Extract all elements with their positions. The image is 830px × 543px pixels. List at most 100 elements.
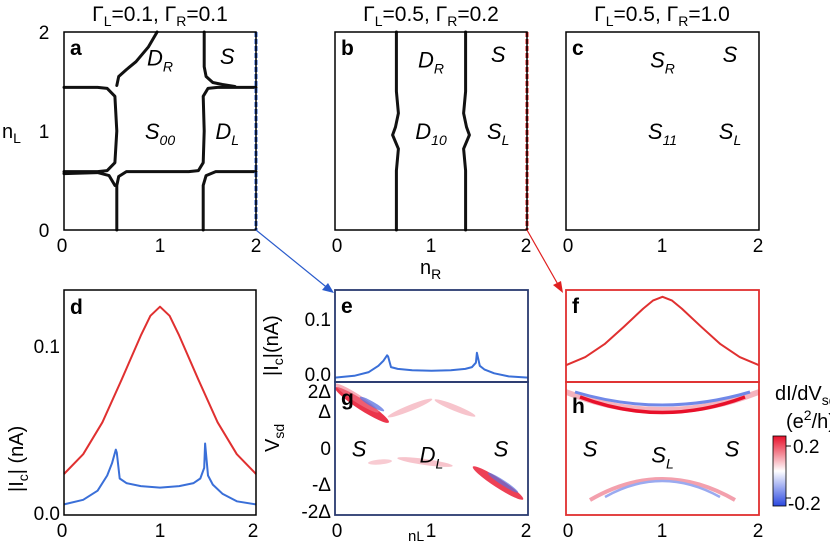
- panel-g-heatmap: [335, 383, 524, 500]
- panel-c-title: ΓL=0.5, ΓR=1.0: [594, 3, 730, 29]
- panel-c-label: c: [572, 37, 584, 60]
- panel-d: d 0 1 2 0.0 0.1 |Ic| (nA): [6, 289, 259, 542]
- connector-arrows: [255, 229, 563, 293]
- panel-a-xtick-1: 1: [155, 236, 166, 257]
- panel-h-xtick-0: 0: [563, 521, 574, 542]
- panel-a-region-label-2: S00: [145, 119, 175, 148]
- panel-e-ytick-0: 0.0: [305, 365, 331, 386]
- heat-arc-bottom-pink: [588, 477, 736, 502]
- panel-a-boundary-3: [115, 30, 159, 87]
- heat-faint-top-right: [434, 399, 476, 417]
- panel-a-ytick-1: 1: [39, 122, 50, 143]
- panel-d-xtick-0: 0: [57, 521, 68, 542]
- panel-d-ylabel: |Ic| (nA): [6, 426, 31, 492]
- panel-g-xlabel: nL: [408, 528, 424, 543]
- heat-faint-top-mid: [387, 398, 433, 418]
- panel-a-frame: [63, 31, 257, 231]
- colorbar-tick-label-top: 0.2: [793, 437, 819, 458]
- panel-g-ytick-2: 0: [320, 439, 331, 460]
- panel-a-boundary-2: [62, 171, 117, 187]
- panel-g-xtick-1: 1: [426, 521, 437, 542]
- panel-g-ytick-4: -2Δ: [301, 502, 331, 523]
- panel-d-series-blue-line: [63, 442, 257, 506]
- panel-c-region-label-2: S11: [648, 119, 677, 148]
- panel-a-boundaries: [62, 30, 258, 232]
- heat-red-bottom-right: [472, 466, 524, 500]
- panel-h-heatmap: [566, 389, 759, 502]
- panel-g-region-label-1: DL: [420, 443, 444, 472]
- panel-c-region-label-0: SR: [650, 48, 675, 77]
- panel-f-label: f: [572, 295, 580, 318]
- panel-g-ytick-1: Δ: [318, 402, 331, 423]
- panel-g-region-label-0: S: [352, 437, 367, 462]
- panel-g-ylabel: Vsd: [262, 424, 287, 452]
- panel-d-ytick-1: 0.1: [34, 337, 60, 358]
- panel-d-ytick-0: 0.0: [34, 504, 60, 525]
- panel-h-label: h: [572, 395, 585, 418]
- panel-e-series: [334, 351, 529, 379]
- panel-d-xtick-2: 2: [248, 521, 259, 542]
- panel-g-region-label-2: S: [494, 437, 509, 462]
- panel-f-series: [565, 295, 760, 367]
- panel-b-label: b: [341, 37, 354, 60]
- panel-g-ytick-0: 2Δ: [308, 382, 332, 403]
- panel-a-xtick-0: 0: [57, 236, 68, 257]
- panel-e-ylabel: |Ic|(nA): [261, 315, 286, 376]
- panel-a-ytick-2: 2: [39, 23, 50, 44]
- panel-d-series-red-line: [63, 305, 257, 475]
- panel-b-xtick-1: 1: [426, 236, 437, 257]
- panel-c-region-label-1: S: [723, 42, 738, 67]
- blue-arrow-line: [255, 229, 331, 291]
- panel-g-label: g: [341, 387, 354, 410]
- panel-c-xtick-0: 0: [563, 236, 574, 257]
- panel-b-boundary-0: [391, 30, 400, 232]
- panel-a-boundary-4: [202, 30, 237, 88]
- colorbar-title: dI/dVsd: [775, 383, 830, 408]
- heat-faint-bottom-mid: [397, 457, 453, 467]
- panel-h: h S SL S 0 1 2: [563, 381, 763, 542]
- panel-h-xtick-1: 1: [657, 521, 668, 542]
- panel-d-xtick-1: 1: [155, 521, 166, 542]
- panel-g-xtick-0: 0: [332, 521, 343, 542]
- colorbar-tick-label-bottom: -0.2: [788, 494, 821, 515]
- panel-d-label: d: [70, 296, 83, 319]
- panel-d-series: [63, 305, 257, 506]
- panel-c-xtick-2: 2: [753, 236, 764, 257]
- panel-a: ΓL=0.1, ΓR=0.1 a DR S S00 DL 0 1 2 0 1 2 nL: [2, 3, 261, 257]
- panel-c-frame: [565, 31, 760, 231]
- heat-arc-top-red: [579, 395, 746, 415]
- heat-red-top-left: [335, 383, 389, 423]
- panel-g-region-labels: S DL S: [352, 437, 509, 472]
- panel-e-ytick-1: 0.1: [305, 310, 331, 331]
- panel-c: ΓL=0.5, ΓR=1.0 c SR S S11 SL 0 1 2: [563, 3, 764, 257]
- panel-b-region-label-3: SL: [487, 119, 509, 148]
- colorbar-gradient: [772, 435, 787, 507]
- panel-b-xtick-2: 2: [521, 236, 532, 257]
- red-arrowhead: [553, 281, 563, 293]
- panel-a-boundary-0: [62, 85, 119, 174]
- panel-a-region-label-0: DR: [147, 46, 173, 75]
- blue-arrowhead: [322, 283, 334, 293]
- panel-a-region-label-1: S: [220, 44, 235, 69]
- panel-b-frame: [334, 31, 528, 231]
- panel-e-frame: [334, 289, 529, 383]
- panel-g-xtick-2: 2: [521, 521, 532, 542]
- panel-b-xtick-0: 0: [332, 236, 343, 257]
- panel-g-ytick-3: -Δ: [312, 475, 331, 496]
- panel-b-region-label-2: D10: [415, 119, 447, 148]
- panel-h-region-label-2: S: [725, 437, 740, 462]
- panel-a-ytick-0: 0: [39, 221, 50, 242]
- red-arrow-line: [526, 229, 561, 289]
- panel-h-region-labels: S SL S: [583, 437, 740, 472]
- panel-g-frame: [334, 381, 529, 516]
- panel-f-frame: [565, 289, 760, 383]
- panel-b-region-label-1: S: [491, 42, 506, 67]
- heat-blue-top-left: [359, 396, 385, 412]
- panel-b-title: ΓL=0.5, ΓR=0.2: [363, 3, 499, 29]
- colorbar: dI/dVsd (e2/h) 0.2 -0.2: [772, 383, 830, 515]
- panel-d-frame: [63, 289, 257, 516]
- panel-b: ΓL=0.5, ΓR=0.2 b DR S D10 SL 0 1 2 nR: [332, 3, 532, 282]
- panel-c-region-labels: SR S S11 SL: [648, 42, 741, 148]
- panel-c-region-label-3: SL: [719, 119, 741, 148]
